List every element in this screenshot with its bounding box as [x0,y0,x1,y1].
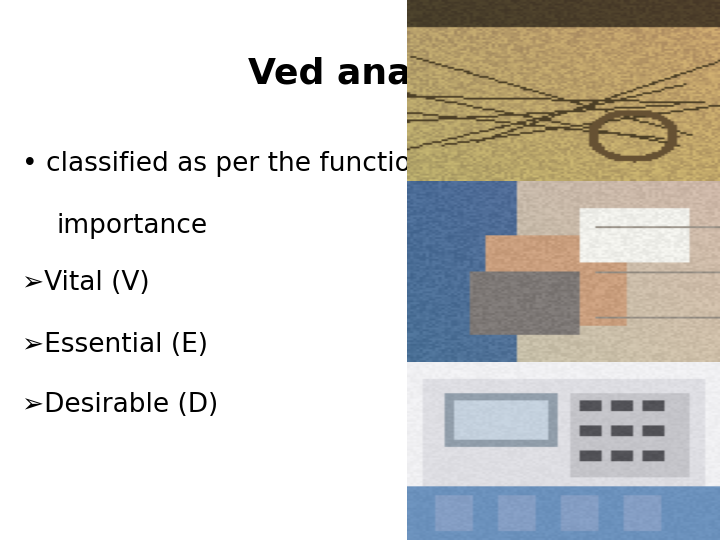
Text: • classified as per the functional: • classified as per the functional [22,151,451,177]
Text: ➢Essential (E): ➢Essential (E) [22,332,207,358]
Text: ➢Vital (V): ➢Vital (V) [22,270,149,296]
Text: ➢Desirable (D): ➢Desirable (D) [22,392,218,417]
Text: Ved analysis: Ved analysis [248,57,503,91]
Text: importance: importance [56,213,207,239]
